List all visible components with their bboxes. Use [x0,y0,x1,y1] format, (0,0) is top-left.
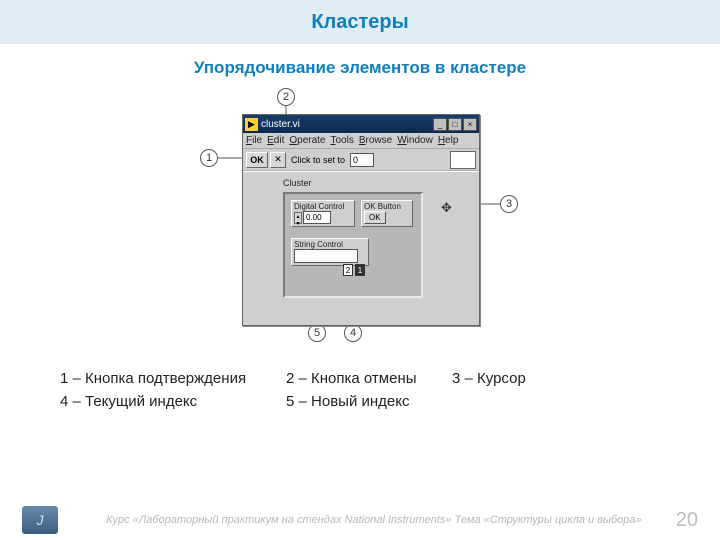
menu-edit[interactable]: Edit [267,135,284,146]
cluster-label: Cluster [283,178,312,188]
string-control[interactable]: String Control [291,238,369,266]
legend-3: 3 – Курсор [452,368,526,391]
legend-2: 2 – Кнопка отмены [286,368,446,391]
menu-file[interactable]: File [246,135,262,146]
callout-5: 5 [308,324,326,342]
minimize-button[interactable]: _ [433,118,447,131]
toolbar: OK ✕ Click to set to 0 [243,149,479,171]
digital-control[interactable]: Digital Control ▴▾ 0.00 [291,200,355,227]
callout-3: 3 [500,195,518,213]
string-field[interactable] [294,249,358,263]
callout-4: 4 [344,324,362,342]
set-to-value[interactable]: 0 [350,153,374,167]
window-body: Cluster Digital Control ▴▾ 0.00 OK Butto… [243,171,479,325]
footer-logo-icon: J [22,506,58,534]
legend: 1 – Кнопка подтверждения 2 – Кнопка отме… [60,368,720,413]
ok-button[interactable]: OK [364,211,386,224]
cluster-container: Digital Control ▴▾ 0.00 OK Button OK Str… [283,192,423,298]
menu-browse[interactable]: Browse [359,135,392,146]
page-number: 20 [676,509,698,532]
confirm-button[interactable]: OK [246,152,268,168]
ok-button-label: OK Button [362,201,412,211]
figure: 1 2 3 4 5 ▶ cluster.vi _ □ × File Edit O… [200,94,520,344]
digital-control-label: Digital Control [292,201,354,211]
legend-1: 1 – Кнопка подтверждения [60,368,280,391]
menu-operate[interactable]: Operate [289,135,325,146]
menu-tools[interactable]: Tools [331,135,354,146]
legend-5: 5 – Новый индекс [286,391,409,414]
menu-bar[interactable]: File Edit Operate Tools Browse Window He… [243,133,479,149]
string-control-label: String Control [292,239,368,249]
window-title: cluster.vi [261,119,300,130]
menu-window[interactable]: Window [397,135,433,146]
header-bar: Кластеры [0,0,720,44]
cancel-button[interactable]: ✕ [270,152,286,168]
set-to-label: Click to set to [288,155,348,165]
labview-window: ▶ cluster.vi _ □ × File Edit Operate Too… [242,114,480,326]
labview-icon: ▶ [245,118,258,131]
footer: J Курс «Лабораторный практикум на стенда… [0,500,720,540]
close-button[interactable]: × [463,118,477,131]
callout-1: 1 [200,149,218,167]
toolbar-icon-box [450,151,476,169]
footer-text: Курс «Лабораторный практикум на стендах … [72,514,676,526]
page-title: Кластеры [311,11,408,34]
maximize-button[interactable]: □ [448,118,462,131]
legend-4: 4 – Текущий индекс [60,391,280,414]
digital-value[interactable]: 0.00 [303,211,331,224]
window-titlebar[interactable]: ▶ cluster.vi _ □ × [243,115,479,133]
spinner-icon[interactable]: ▴▾ [294,212,302,224]
menu-help[interactable]: Help [438,135,459,146]
index-new-badge: 2 [343,264,353,276]
cursor-icon: ✥ [441,200,452,216]
subtitle: Упорядочивание элементов в кластере [0,58,720,78]
index-current-badge: 1 [355,264,365,276]
ok-button-control[interactable]: OK Button OK [361,200,413,227]
callout-2: 2 [277,88,295,106]
